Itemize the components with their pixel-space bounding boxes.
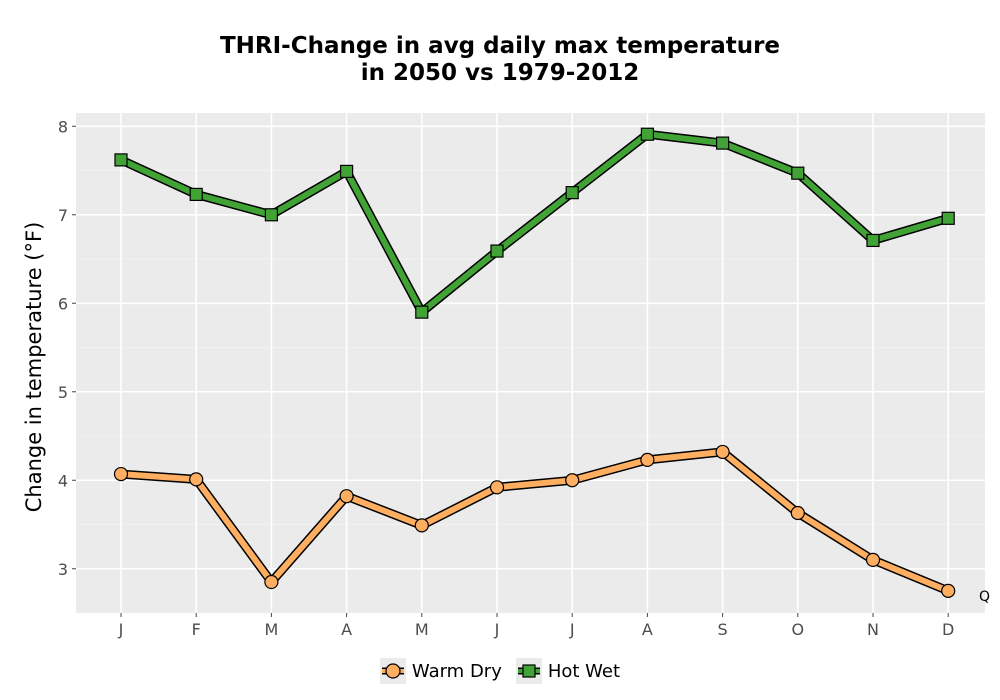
legend-label-hot-wet: Hot Wet	[547, 660, 621, 682]
data-point	[189, 472, 204, 487]
data-point	[715, 444, 730, 460]
x-tick-label: J	[118, 620, 124, 639]
data-point	[414, 518, 429, 533]
data-point	[941, 211, 955, 225]
data-point	[640, 127, 655, 141]
data-point	[113, 466, 129, 482]
x-tick-label: A	[642, 620, 653, 639]
data-point	[565, 473, 580, 488]
legend-label-warm-dry: Warm Dry	[411, 660, 502, 682]
data-point	[489, 480, 505, 495]
data-point	[640, 452, 655, 468]
data-point	[339, 489, 354, 504]
x-tick-label: O	[792, 620, 805, 639]
y-tick-label: 7	[58, 206, 68, 225]
chart-title-line-1: THRI-Change in avg daily max temperature	[219, 33, 781, 59]
x-tick-label: J	[569, 620, 575, 639]
legend-key-circle-icon	[379, 658, 406, 684]
x-tick-label: M	[264, 620, 278, 639]
data-point	[565, 186, 579, 200]
series-line	[118, 131, 952, 316]
y-tick-label: 6	[58, 294, 68, 313]
x-tick-label: A	[341, 620, 352, 639]
data-point	[490, 244, 504, 258]
x-tick-label: D	[942, 620, 954, 639]
y-tick-label: 5	[58, 383, 68, 402]
y-tick-label: 8	[58, 117, 68, 136]
legend: Warm Dry Hot Wet	[0, 658, 1000, 684]
chart-title-line-2: in 2050 vs 1979-2012	[360, 60, 640, 86]
data-point	[189, 187, 203, 202]
data-point	[715, 136, 730, 150]
legend-item-warm-dry: Warm Dry	[379, 658, 502, 684]
legend-key-square-icon	[515, 658, 542, 684]
y-tick-label: 4	[58, 471, 68, 490]
y-tick-label: 3	[58, 560, 68, 579]
data-point	[340, 164, 354, 179]
data-point	[866, 233, 880, 248]
data-point	[415, 305, 429, 319]
data-point	[264, 574, 279, 590]
data-point	[941, 583, 956, 598]
data-point	[865, 552, 881, 568]
x-tick-label: S	[718, 620, 728, 639]
corner-annotation: Q	[979, 589, 991, 605]
data-point	[114, 153, 128, 167]
x-tick-label: M	[415, 620, 429, 639]
data-point	[264, 208, 278, 222]
series-line	[118, 448, 952, 594]
x-tick-label: J	[494, 620, 500, 639]
data-point	[791, 166, 805, 180]
x-tick-label: F	[192, 620, 201, 639]
data-point	[790, 505, 805, 521]
legend-item-hot-wet: Hot Wet	[515, 658, 621, 684]
plot-panel	[76, 113, 985, 613]
x-tick-label: N	[867, 620, 879, 639]
